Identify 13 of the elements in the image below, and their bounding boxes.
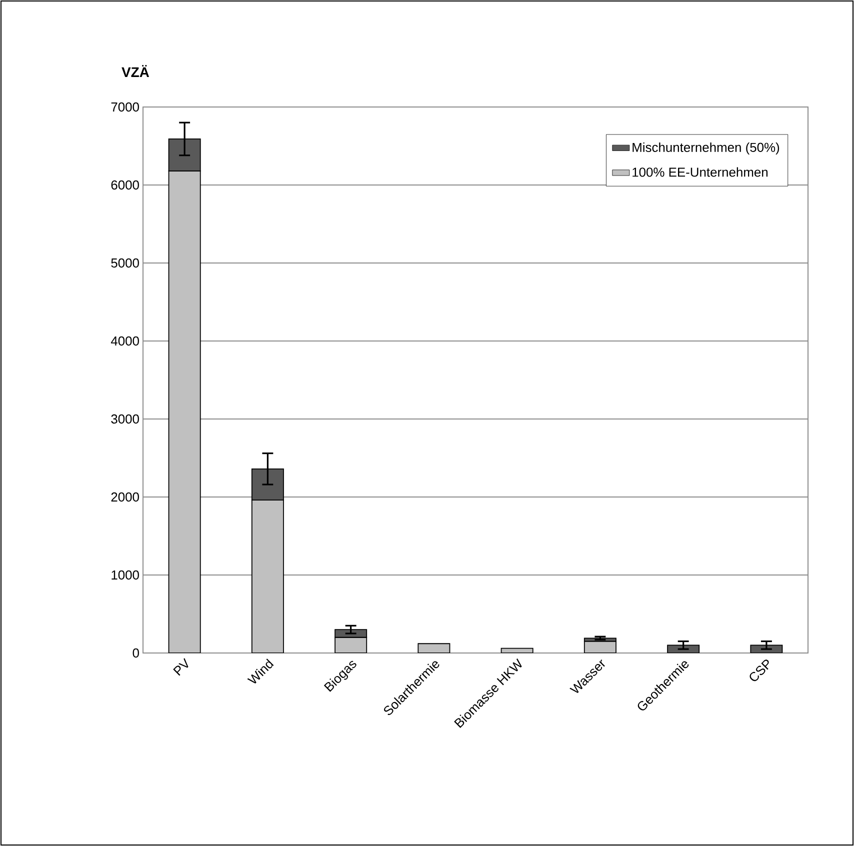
y-tick-label: 2000: [111, 492, 139, 502]
legend-label: 100% EE-Unternehmen: [632, 167, 768, 177]
y-tick-label: 6000: [111, 180, 139, 190]
y-tick-label: 4000: [110, 336, 139, 346]
y-tick-label: 3000: [111, 414, 139, 424]
y-tick-label: 1000: [112, 570, 139, 580]
x-tick-label: CSP: [750, 660, 769, 682]
y-tick-label: 7000: [111, 102, 139, 112]
legend-label: Mischunternehmen (50%): [632, 142, 780, 155]
y-tick-label: 5000: [111, 258, 139, 268]
x-tick-label: PV: [173, 658, 188, 676]
y-tick-label: 0: [132, 648, 139, 658]
y-axis-title: VZÄ: [122, 65, 150, 77]
